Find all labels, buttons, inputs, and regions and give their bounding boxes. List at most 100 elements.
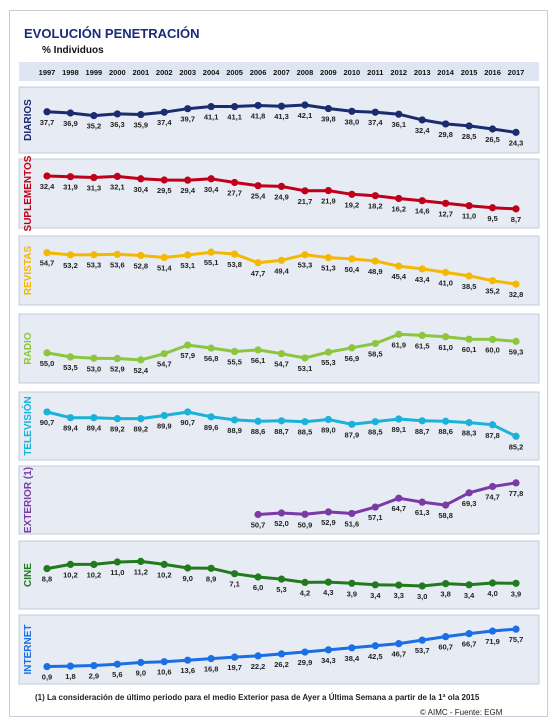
series-label: DIARIOS [23,99,34,141]
data-label: 11,2 [134,567,148,576]
data-point [66,353,75,361]
data-point [254,417,262,425]
data-label: 19,2 [345,200,360,209]
data-label: 18,2 [368,202,383,211]
data-point [113,354,121,363]
data-label: 88,7 [415,427,430,436]
data-label: 53,7 [415,646,430,655]
data-point [395,581,403,589]
data-label: 34,3 [321,656,336,665]
data-label: 26,2 [274,660,289,669]
data-label: 48,9 [368,267,383,276]
data-point [442,580,450,588]
data-point [465,418,473,427]
data-label: 6,0 [253,583,263,592]
data-point [90,560,98,569]
data-point [395,194,403,203]
series-label: INTERNET [23,625,34,675]
data-point [277,350,286,358]
data-point [371,108,379,116]
data-point [465,122,473,130]
data-point [301,648,309,656]
data-point [395,330,403,338]
data-label: 9,0 [136,669,146,678]
data-point [137,110,145,119]
data-point [301,510,309,518]
year-tick-label: 1998 [62,68,79,77]
data-point [512,337,520,345]
year-tick-label: 2005 [226,68,243,77]
chart-title: EVOLUCIÓN PENETRACIÓN [24,26,200,41]
data-point [348,579,356,587]
data-point [465,630,473,638]
chart-frame [9,10,548,717]
data-label: 66,7 [462,640,477,649]
data-label: 10,6 [157,668,172,677]
data-label: 8,9 [206,574,216,583]
series-panel-2: SUPLEMENTOS 32,4 31,9 31,3 32,1 30,4 29,5 29,4 3… [18,155,540,231]
data-label: 32,8 [509,290,524,299]
series-label: REVISTAS [23,246,34,296]
data-point [348,420,356,428]
data-point [324,646,332,654]
data-label: 88,6 [251,427,266,436]
data-point [512,479,520,487]
data-point [418,116,426,124]
data-label: 56,1 [251,356,266,365]
data-point [43,565,51,573]
panel-background [18,391,540,461]
data-point [301,354,309,362]
year-tick-label: 2011 [367,68,383,77]
data-point [488,335,497,344]
data-point [160,658,168,666]
data-label: 60,0 [485,345,500,354]
data-point [160,108,168,116]
data-label: 24,9 [274,192,289,201]
data-point [442,633,450,641]
data-label: 32,1 [110,182,125,191]
data-label: 71,9 [485,637,500,646]
footnote: (1) La consideración de último periodo p… [35,693,480,702]
data-point [254,510,262,519]
data-point [113,558,121,566]
data-point [512,128,520,136]
data-point [254,101,262,110]
data-point [160,176,168,184]
year-tick-label: 2016 [484,68,501,77]
data-point [113,414,121,423]
data-point [395,262,403,270]
data-label: 38,5 [462,282,477,291]
year-tick-label: 2004 [203,68,221,77]
data-label: 8,7 [511,215,521,224]
data-label: 88,3 [462,429,477,438]
data-label: 2,9 [89,672,99,681]
year-tick-label: 2008 [297,68,314,77]
data-point [231,653,239,661]
data-label: 89,9 [157,421,172,430]
data-label: 55,5 [227,358,242,367]
data-label: 7,1 [229,580,239,589]
data-label: 55,1 [204,258,219,267]
data-point [160,560,168,569]
data-label: 29,5 [157,186,172,195]
data-label: 3,9 [511,589,521,598]
data-label: 41,1 [204,113,219,122]
data-point [301,187,309,195]
data-point [43,662,51,671]
data-point [207,413,215,421]
data-label: 32,4 [40,182,55,191]
data-label: 9,5 [487,214,497,223]
data-label: 21,7 [298,197,313,206]
data-label: 14,6 [415,207,430,216]
data-point [512,579,520,587]
data-point [66,251,75,259]
data-label: 13,6 [180,666,195,675]
data-label: 10,2 [63,570,78,579]
data-label: 37,7 [40,118,55,127]
data-label: 52,9 [321,518,336,527]
data-point [442,417,450,425]
year-tick-label: 2003 [179,68,196,77]
data-label: 50,4 [345,265,360,274]
data-label: 27,7 [227,189,242,198]
